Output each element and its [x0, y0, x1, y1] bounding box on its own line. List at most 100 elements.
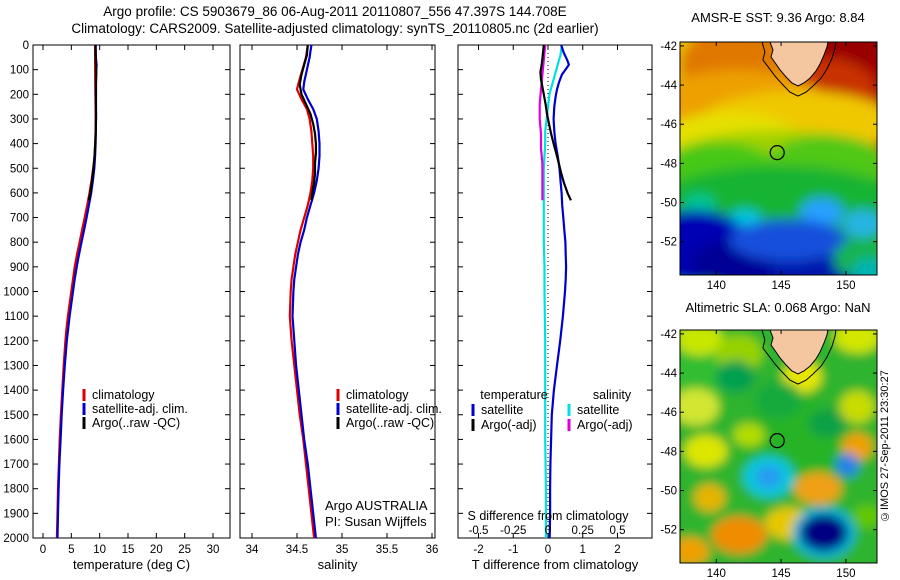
s-axis-tick-label: 0: [545, 525, 551, 537]
x-tick-label: 34: [246, 544, 259, 556]
x-tick-label: 10: [93, 544, 106, 556]
depth-tick-label: 500: [10, 163, 29, 175]
lat-tick-label: -44: [660, 368, 677, 380]
legend-label: satellite-adj. clim.: [346, 402, 442, 416]
x-tick-label: 35.5: [376, 544, 398, 556]
salinity_profile-panel: 34 34.5 35 35.5 36 salinity climatologysatelli…: [239, 44, 442, 572]
s-axis-tick-label: -0.25: [500, 525, 526, 537]
coast-contour: [761, 42, 837, 97]
tasmania-land: [769, 42, 829, 87]
legend-label: Argo(-adj): [481, 418, 537, 432]
difference_panel-xlabel: T difference from climatology: [472, 557, 639, 572]
legend-label: satellite: [481, 403, 523, 417]
legend-label: satellite: [577, 403, 619, 417]
lat-tick-label: -52: [660, 237, 677, 249]
lon-tick-label: 150: [836, 280, 855, 292]
tasmania-land: [769, 330, 829, 375]
sst_map: 140 145 150 -42 -44 -46 -48 -50 -52: [660, 41, 878, 292]
x-tick-label: 36: [426, 544, 439, 556]
series-argo-s-diff: [538, 44, 547, 201]
lon-tick-label: 150: [836, 568, 855, 580]
series-satellite-t-diff: [548, 44, 570, 539]
lat-tick-label: -42: [660, 41, 677, 53]
depth-tick-label: 1800: [3, 484, 29, 496]
x-tick-label: 20: [150, 544, 163, 556]
lat-tick-label: -46: [660, 407, 677, 419]
s-axis-tick-label: 0.5: [610, 525, 626, 537]
argo-position-marker: [769, 432, 785, 449]
difference_panel-plot-box: [457, 44, 653, 539]
depth-tick-label: 1600: [3, 434, 29, 446]
depth-tick-label: 1400: [3, 385, 29, 397]
x-tick-label: 15: [122, 544, 135, 556]
sla_map: 140 145 150 -42 -44 -46 -48 -50 -52: [660, 329, 878, 580]
series-climatology: [288, 44, 316, 539]
series-argo-raw-qc-: [87, 44, 98, 201]
depth-tick-label: 0: [23, 40, 29, 52]
depth-tick-label: 1200: [3, 336, 29, 348]
depth-tick-label: 200: [10, 89, 29, 101]
salinity_profile-plot-box: [239, 44, 436, 539]
series-satellite-s-diff: [542, 44, 563, 538]
imos-watermark: ©IMOS 27-Sep-2011 23:30:27: [879, 370, 891, 523]
lat-tick-label: -46: [660, 119, 677, 131]
coast-contour: [761, 330, 837, 385]
difference_panel-panel: -2 -1 0 1 2T difference from climatology temp…: [457, 44, 653, 572]
lat-tick-label: -50: [660, 198, 677, 210]
argo-position-marker: [769, 144, 785, 161]
lat-tick-label: -52: [660, 525, 677, 537]
lat-tick-label: -48: [660, 446, 677, 458]
depth-tick-label: 1900: [3, 508, 29, 520]
sst-map-title: AMSR-E SST: 9.36 Argo: 8.84: [691, 10, 865, 25]
x-tick-label: 30: [207, 544, 220, 556]
salinity_profile-xlabel: salinity: [318, 557, 358, 572]
x-tick-label: 5: [68, 544, 74, 556]
depth-tick-label: 2000: [3, 533, 29, 545]
sla-map-title: Altimetric SLA: 0.068 Argo: NaN: [685, 300, 871, 315]
legend-label: climatology: [346, 388, 409, 402]
depth-tick-label: 1000: [3, 287, 29, 299]
x-tick-label: -1: [508, 544, 518, 556]
series-climatology: [55, 45, 97, 539]
x-tick-label: 25: [178, 544, 191, 556]
x-tick-label: 0: [545, 544, 551, 556]
lon-tick-label: 145: [771, 568, 790, 580]
lat-tick-label: -48: [660, 158, 677, 170]
temperature_profile-plot-box: [32, 44, 231, 539]
lon-tick-label: 145: [771, 280, 790, 292]
series-argo-t-diff: [539, 44, 572, 201]
depth-tick-label: 100: [10, 65, 29, 77]
lat-tick-label: -44: [660, 80, 677, 92]
pi-label: PI: Susan Wijffels: [325, 514, 427, 529]
figure-title-line2: Climatology: CARS2009. Satellite-adjuste…: [71, 21, 599, 36]
depth-tick-label: 1300: [3, 360, 29, 372]
sst_map-frame: [679, 41, 878, 276]
legend-header: salinity: [593, 388, 632, 402]
x-tick-label: 35: [336, 544, 349, 556]
legend-label: climatology: [92, 388, 155, 402]
lon-tick-label: 140: [707, 280, 726, 292]
depth-tick-label: 400: [10, 139, 29, 151]
temperature_profile-panel: 0 5 10 15 20 25 300100200300400500600700800900…: [3, 40, 231, 572]
x-tick-label: -2: [473, 544, 483, 556]
s-axis-label: S difference from climatology: [468, 509, 630, 523]
argo-australia-label: Argo AUSTRALIA: [325, 498, 428, 513]
lat-tick-label: -42: [660, 329, 677, 341]
x-tick-label: 0: [40, 544, 46, 556]
figure-title-line1: Argo profile: CS 5903679_86 06-Aug-2011 …: [103, 4, 567, 19]
x-tick-label: 2: [614, 544, 620, 556]
temperature_profile-xlabel: temperature (deg C): [73, 557, 190, 572]
depth-tick-label: 600: [10, 188, 29, 200]
series-satellite-adj-clim-: [56, 44, 98, 539]
legend-label: Argo(..raw -QC): [346, 416, 434, 430]
series-argo-raw-qc-: [298, 44, 317, 201]
series-satellite-adj-clim-: [291, 44, 321, 539]
depth-tick-label: 800: [10, 237, 29, 249]
sla_map-frame: [679, 329, 878, 564]
